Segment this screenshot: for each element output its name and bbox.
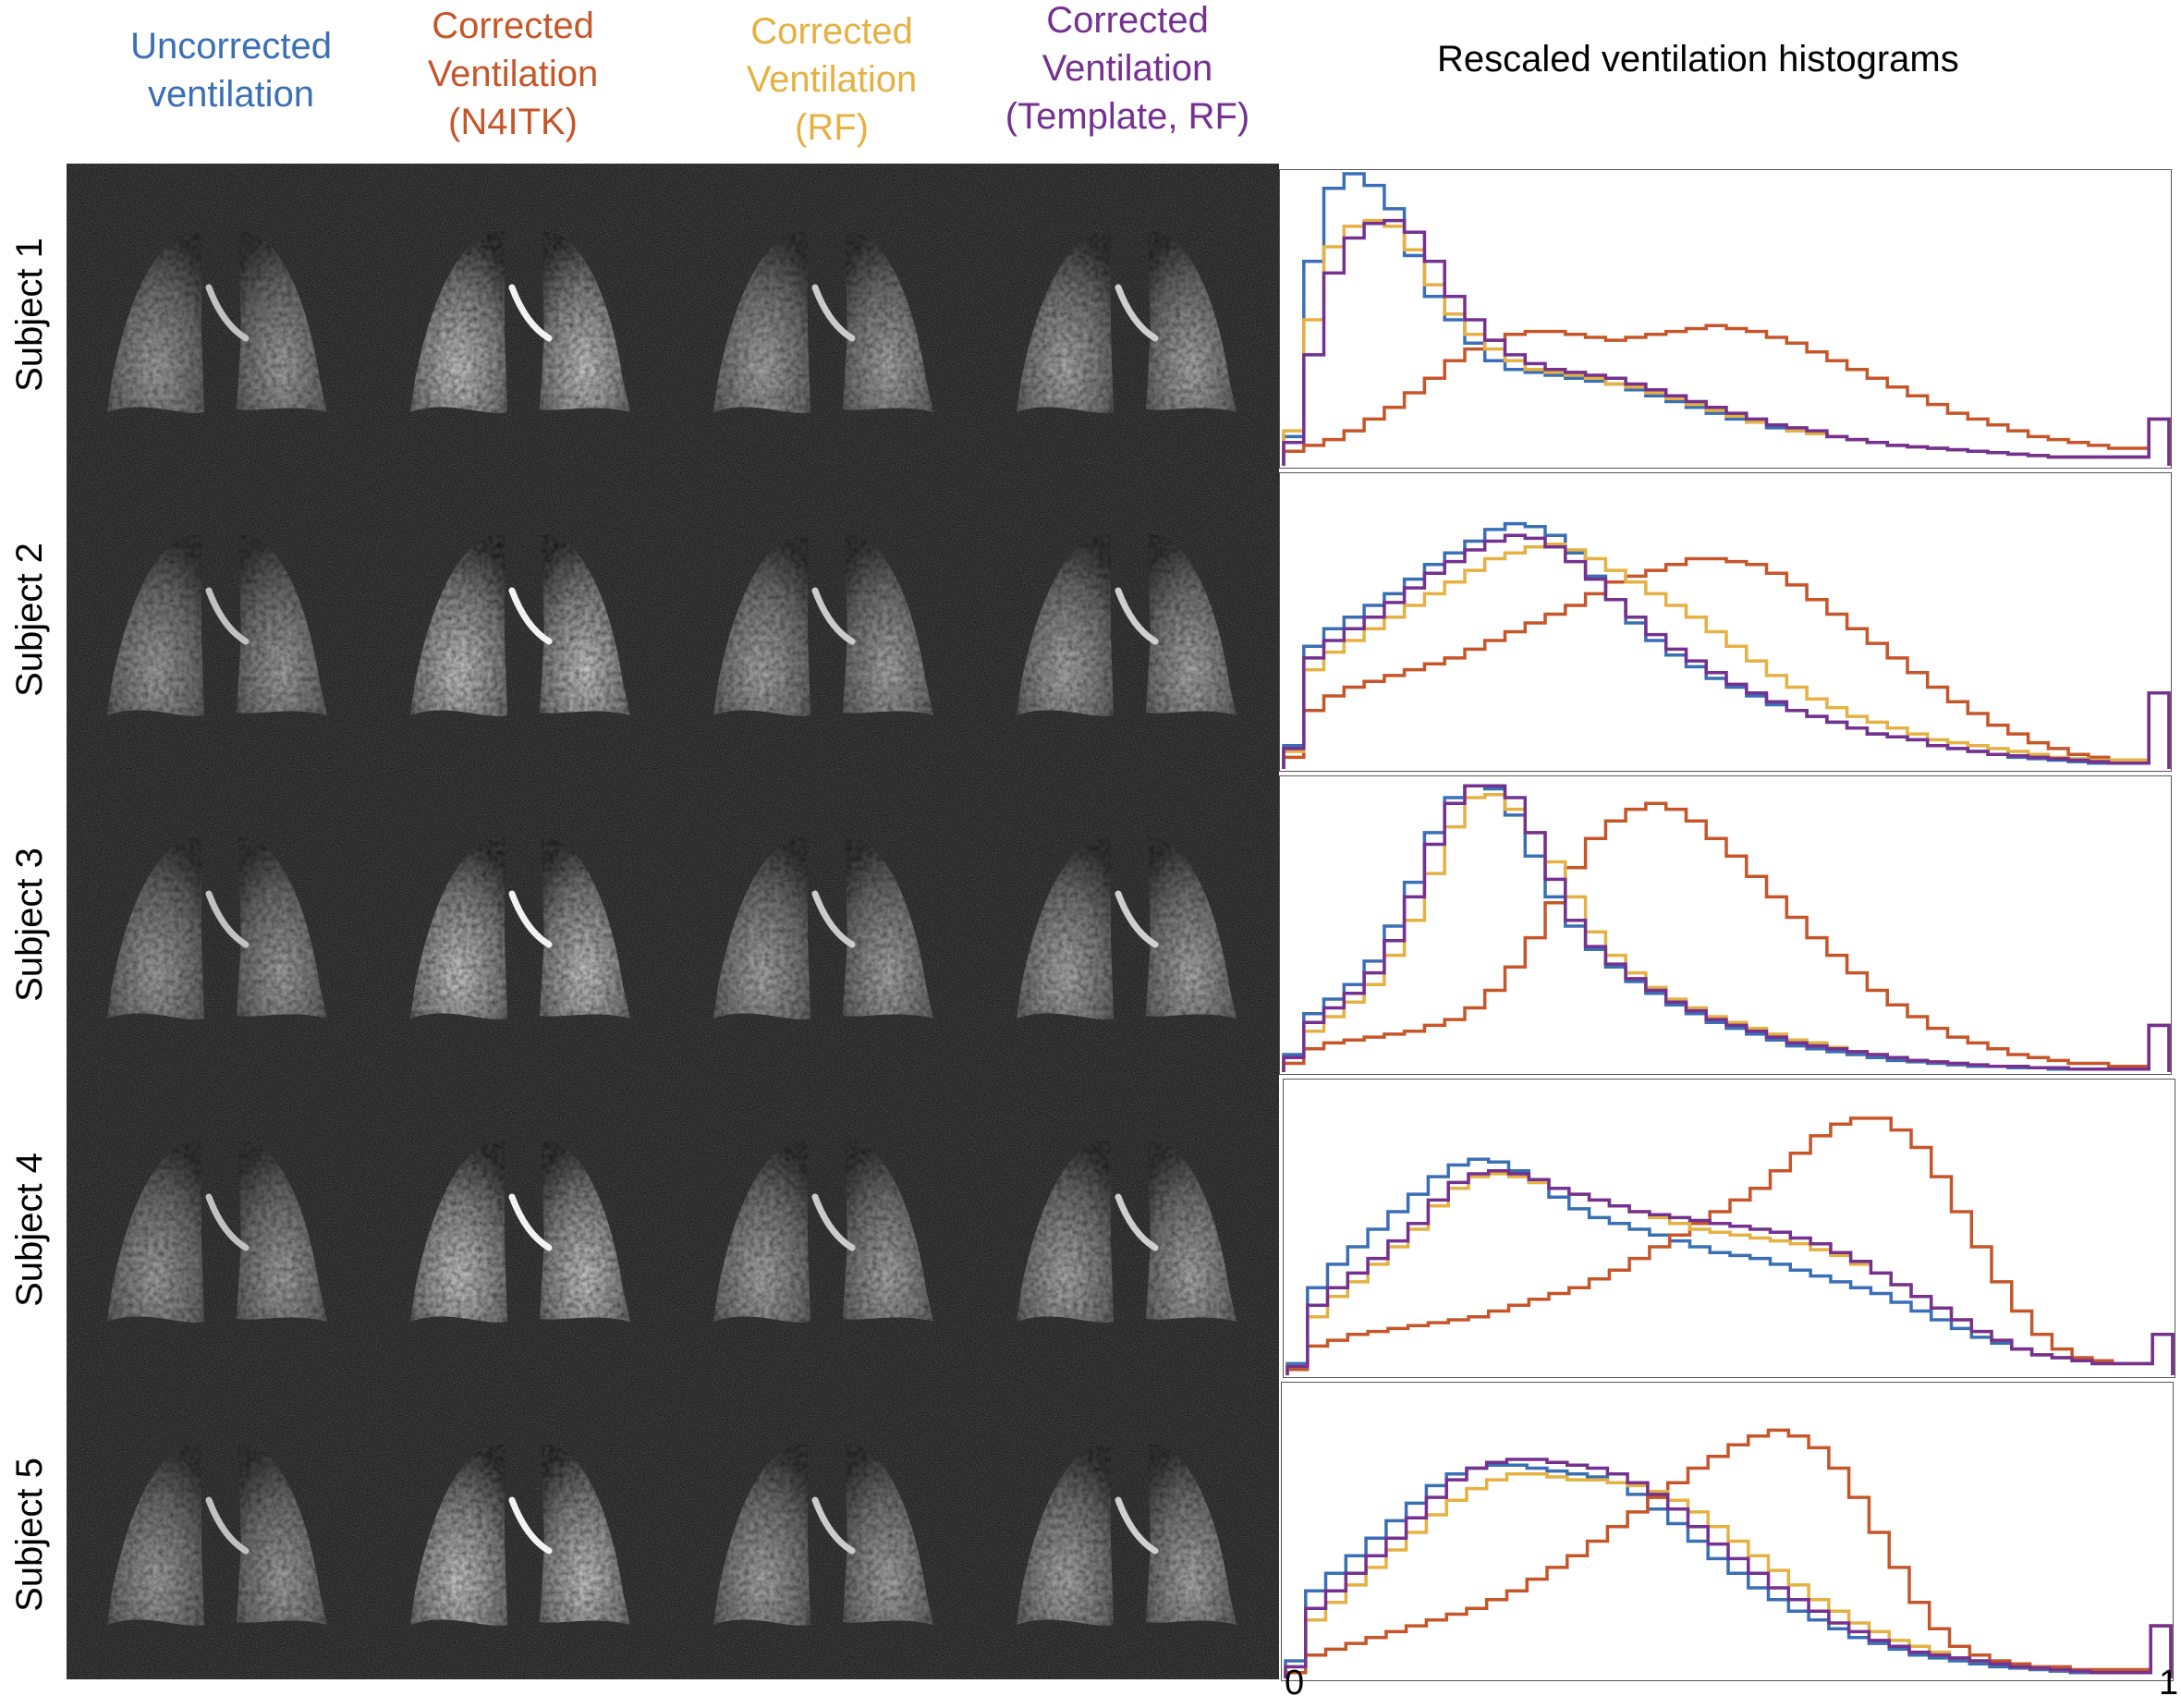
lung-image xyxy=(1017,534,1237,716)
lung-image xyxy=(410,837,630,1019)
column-header-line: (N4ITK) xyxy=(448,102,578,142)
column-header-line: (Template, RF) xyxy=(1005,96,1250,137)
lung-image xyxy=(713,1444,933,1626)
column-header-uncorrected: Uncorrected ventilation xyxy=(92,22,370,118)
histogram-series-line xyxy=(1285,1169,2175,1375)
column-header-line: Ventilation xyxy=(1042,48,1213,89)
lung-image xyxy=(713,837,933,1019)
histogram-series-line xyxy=(1282,784,2171,1072)
lung-image xyxy=(107,837,327,1019)
column-header-line: Corrected xyxy=(432,6,594,46)
subject-label: Subject 2 xyxy=(8,542,50,697)
lung-images xyxy=(107,231,1237,1626)
histogram-series-line xyxy=(1282,218,2171,466)
histogram-panel-subject-3 xyxy=(1279,775,2172,1075)
column-header-n4itk: Corrected Ventilation (N4ITK) xyxy=(374,2,652,146)
histogram-series-line xyxy=(1282,323,2171,466)
column-header-template-rf: Corrected Ventilation (Template, RF) xyxy=(961,0,1294,140)
histogram-series-line xyxy=(1282,801,2171,1072)
histogram-series-line xyxy=(1284,1458,2173,1678)
lung-image xyxy=(1017,837,1237,1019)
histogram-series-line xyxy=(1285,1157,2175,1375)
histogram-series-line xyxy=(1282,218,2171,466)
histogram-series-line xyxy=(1284,1463,2173,1678)
histogram-series-line xyxy=(1282,556,2171,769)
column-header-line: Ventilation xyxy=(427,54,599,94)
histogram-panel-subject-1 xyxy=(1279,169,2172,469)
column-header-line: Uncorrected xyxy=(130,26,332,67)
lung-image xyxy=(107,534,327,716)
mri-image-grid xyxy=(67,164,1279,1679)
lung-image xyxy=(107,1141,327,1323)
histogram-panel-subject-5 xyxy=(1281,1382,2174,1681)
row-label-subject-5: Subject 5 xyxy=(0,1386,59,1682)
column-header-line: Corrected xyxy=(1046,0,1209,41)
lung-image xyxy=(107,1444,327,1626)
row-label-subject-4: Subject 4 xyxy=(0,1081,59,1377)
histogram-panel-subject-4 xyxy=(1283,1079,2175,1378)
histogram-title: Rescaled ventilation histograms xyxy=(1437,39,1959,79)
lung-image xyxy=(713,231,933,413)
lung-image xyxy=(410,1444,630,1626)
lung-image xyxy=(1017,1444,1237,1626)
histogram-chart xyxy=(1282,521,2171,769)
histogram-series-line xyxy=(1282,533,2171,769)
column-header-line: (RF) xyxy=(795,107,869,148)
subject-label: Subject 3 xyxy=(8,847,50,1002)
histogram-chart xyxy=(1282,172,2171,466)
x-tick-label: 1 xyxy=(2159,1664,2179,1702)
histogram-series-line xyxy=(1282,172,2171,466)
row-label-subject-1: Subject 1 xyxy=(0,166,59,462)
column-header-line: ventilation xyxy=(147,74,315,115)
subject-label: Subject 5 xyxy=(8,1457,50,1612)
lung-image xyxy=(410,231,630,413)
lung-image xyxy=(410,534,630,716)
histogram-chart xyxy=(1285,1116,2175,1375)
histogram-panel-subject-2 xyxy=(1279,472,2172,772)
histogram-chart xyxy=(1282,784,2171,1072)
x-tick-label: 0 xyxy=(1285,1664,1305,1702)
column-header-rf: Corrected Ventilation (RF) xyxy=(693,7,970,152)
column-header-line: Ventilation xyxy=(746,59,918,100)
lung-image xyxy=(1017,231,1237,413)
lung-image xyxy=(713,534,933,716)
mri-image-svg xyxy=(67,164,1279,1679)
lung-image xyxy=(410,1141,630,1323)
lung-image xyxy=(1017,1141,1237,1323)
histogram-chart xyxy=(1284,1428,2173,1678)
lung-image xyxy=(713,1141,933,1323)
histogram-series-line xyxy=(1282,542,2171,769)
subject-label: Subject 4 xyxy=(8,1152,50,1307)
row-label-subject-2: Subject 2 xyxy=(0,471,59,767)
histogram-series-line xyxy=(1282,784,2171,1072)
lung-image xyxy=(107,231,327,413)
row-label-subject-3: Subject 3 xyxy=(0,776,59,1072)
histogram-series-line xyxy=(1285,1116,2175,1375)
subject-label: Subject 1 xyxy=(8,237,50,392)
column-header-line: Corrected xyxy=(750,11,913,52)
